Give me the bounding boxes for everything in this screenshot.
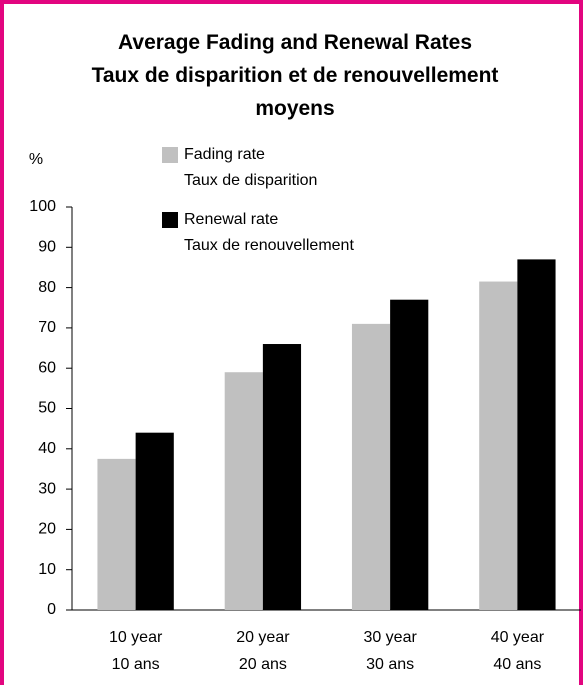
x-tick-label: 10 ans xyxy=(112,656,160,673)
x-tick-label: 20 year xyxy=(236,629,290,646)
chart-title: Average Fading and Renewal Rates Taux de… xyxy=(70,26,520,125)
bar xyxy=(262,344,302,610)
bar xyxy=(97,458,136,610)
legend-swatch xyxy=(162,212,178,228)
y-tick-label: 60 xyxy=(38,359,56,376)
bar xyxy=(479,281,518,610)
y-axis-label: % xyxy=(29,151,43,168)
x-tick-label: 10 year xyxy=(109,629,163,646)
bar xyxy=(390,299,429,610)
bar xyxy=(224,372,263,610)
y-tick-label: 100 xyxy=(29,198,56,215)
y-tick-label: 50 xyxy=(38,400,56,417)
legend-label: Taux de renouvellement xyxy=(184,237,354,254)
y-tick-label: 70 xyxy=(38,319,56,336)
legend-label: Renewal rate xyxy=(184,211,278,228)
x-tick-label: 40 year xyxy=(491,629,545,646)
y-tick-label: 20 xyxy=(38,521,56,538)
bar xyxy=(135,432,174,610)
x-tick-label: 20 ans xyxy=(239,656,287,673)
y-tick-label: 0 xyxy=(47,601,56,618)
x-tick-label: 40 ans xyxy=(493,656,541,673)
y-tick-label: 10 xyxy=(38,561,56,578)
y-tick-label: 90 xyxy=(38,239,56,256)
y-tick-label: 40 xyxy=(38,440,56,457)
y-tick-label: 80 xyxy=(38,279,56,296)
legend-label: Fading rate xyxy=(184,146,265,163)
legend-label: Taux de disparition xyxy=(184,172,317,189)
x-tick-label: 30 year xyxy=(363,629,417,646)
bar xyxy=(517,259,556,610)
legend-swatch xyxy=(162,147,178,163)
x-tick-label: 30 ans xyxy=(366,656,414,673)
title-line: Average Fading and Renewal Rates xyxy=(118,31,472,54)
bar xyxy=(351,323,391,610)
y-tick-label: 30 xyxy=(38,480,56,497)
title-line: Taux de disparition et de renouvellement… xyxy=(91,64,499,120)
